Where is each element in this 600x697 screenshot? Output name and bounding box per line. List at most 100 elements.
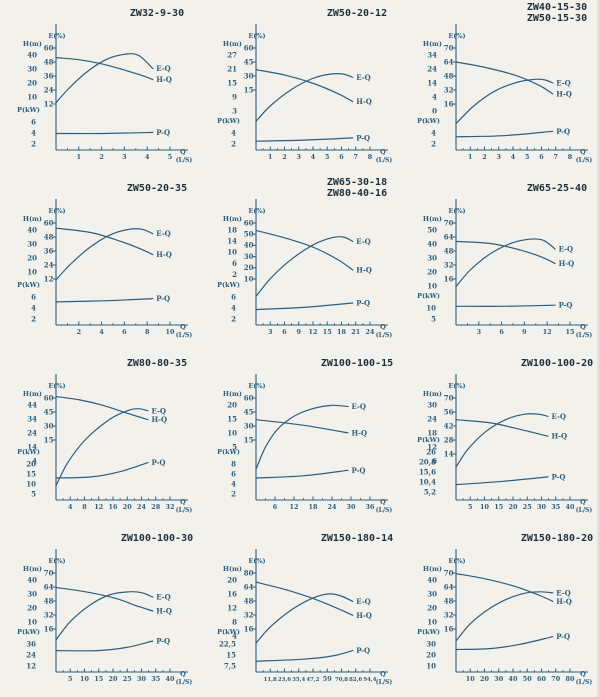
e-axis-label: E(%) (48, 207, 65, 215)
e-tick-label: 28 (444, 435, 454, 444)
x-tick-label: 11,8 (264, 677, 277, 683)
x-tick-label: 12 (94, 503, 103, 511)
chart-cell-zw65-30-18: ZW65-30-18 ZW80-40-16 E(%) 60 50 40 30 20 10 H(m)… (200, 175, 400, 350)
p-tick-label: 8 (231, 459, 236, 468)
x-tick-label: 8 (82, 503, 87, 511)
e-tick-label: 10 (244, 274, 254, 283)
h-tick-label: 14 (227, 237, 237, 246)
x-tick-label: 25 (523, 503, 532, 511)
p-tick-label: 5 (431, 314, 436, 323)
e-tick-label: 64 (444, 232, 454, 241)
e-tick-label: 30 (244, 252, 254, 261)
e-tick-label: 30 (44, 421, 54, 430)
chart-cell-zw50-20-35: ZW50-20-35 E(%) 60 48 36 24 12 H(m) 40 30 20 10 P(kW… (0, 175, 200, 350)
x-tick-label: 94,4 (363, 677, 376, 683)
x-tick-label: 5 (525, 153, 529, 161)
curve-label-e-q: E-Q (156, 229, 170, 238)
h-tick-label: 0 (432, 106, 437, 115)
x-tick-label: 1 (468, 153, 472, 161)
p-tick-label: 26 (426, 447, 436, 456)
x-tick-label: 6 (282, 328, 287, 336)
p-q-curve (255, 469, 349, 479)
x-tick-label: 4 (145, 153, 150, 161)
p-q-curve (55, 131, 154, 135)
h-tick-label: 18 (427, 428, 437, 437)
h-q-curve (255, 581, 354, 616)
x-tick-label: 15 (566, 328, 575, 336)
e-q-curve (255, 73, 354, 122)
curve-label-h-q: H-Q (156, 75, 172, 84)
e-tick-label: 60 (244, 43, 254, 52)
p-tick-label: 10 (26, 479, 36, 488)
x-tick-label: 3 (297, 153, 302, 161)
axis-lines (255, 374, 388, 501)
chart-title: ZW150-180-14 (321, 533, 393, 544)
h-tick-label: 4 (232, 631, 237, 640)
h-tick-label: 40 (27, 225, 37, 234)
e-tick-label: 16 (444, 99, 454, 108)
x-tick-label: 4 (68, 503, 73, 511)
p-q-curve (255, 302, 354, 311)
x-tick-label: 24 (328, 503, 337, 511)
h-tick-label: 30 (27, 239, 37, 248)
curve-label-h-q: H-Q (552, 432, 568, 441)
h-tick-label: 30 (427, 400, 437, 409)
e-tick-label: 60 (244, 393, 254, 402)
p-axis-label: P(kW) (217, 448, 240, 456)
h-tick-label: 30 (427, 253, 437, 262)
x-tick-label: 4 (511, 153, 516, 161)
x-tick-label: 3 (122, 153, 127, 161)
h-tick-label: 34 (27, 414, 37, 423)
x-tick-label: 20 (480, 675, 489, 683)
e-axis-label: E(%) (248, 207, 265, 215)
p-tick-label: 4 (231, 128, 236, 137)
e-tick-label: 45 (244, 57, 254, 66)
p-tick-label: 20 (426, 650, 436, 659)
e-tick-label: 60 (44, 43, 54, 52)
p-axis-label: P(kW) (17, 448, 40, 456)
e-axis-label: E(%) (48, 32, 65, 40)
p-tick-label: 10 (426, 303, 436, 312)
e-tick-label: 48 (244, 596, 254, 605)
x-tick-label: 6 (339, 153, 344, 161)
p-axis-label: P(kW) (417, 117, 440, 125)
curve-label-p-q: P-Q (152, 458, 166, 467)
flow-unit-label: (L/S) (376, 157, 393, 164)
x-tick-label: 15 (494, 503, 503, 511)
p-tick-label: 6 (231, 292, 236, 301)
p-tick-label: 20 (26, 459, 36, 468)
e-q-curve (455, 591, 554, 642)
e-tick-label: 48 (44, 596, 54, 605)
axis-lines (455, 24, 588, 151)
p-axis-label: P(kW) (217, 117, 240, 125)
e-tick-label: 15 (244, 85, 254, 94)
pump-curve-chart: ZW100-100-15 E(%) 60 45 30 15 H(m) 20 15 10 5P(kW)… (217, 358, 393, 514)
h-axis-label: H(m) (23, 565, 42, 573)
p-tick-label: 6 (231, 469, 236, 478)
x-tick-label: 5 (325, 153, 329, 161)
h-tick-label: 20 (27, 78, 37, 87)
curve-label-h-q: H-Q (356, 611, 372, 620)
h-axis-label: H(m) (223, 565, 242, 573)
chart-title: ZW40-15-30 (527, 2, 587, 13)
p-axis-label: P(kW) (17, 628, 40, 636)
h-tick-label: 9 (232, 92, 237, 101)
x-tick-label: 70,8 (335, 677, 348, 683)
h-axis-label: H(m) (223, 215, 242, 223)
curve-label-h-q: H-Q (356, 266, 372, 275)
e-tick-label: 12 (44, 99, 54, 108)
e-q-curve (455, 413, 549, 468)
chart-title: ZW100-100-30 (121, 533, 193, 544)
x-tick-label: 2 (99, 153, 103, 161)
q-axis-label: Q (580, 323, 586, 331)
axis-lines (255, 199, 388, 326)
x-tick-label: 30 (347, 503, 356, 511)
q-axis-label: Q (180, 148, 186, 156)
h-tick-label: 30 (27, 64, 37, 73)
e-q-curve (455, 78, 554, 125)
h-tick-label: 6 (232, 259, 237, 268)
e-tick-label: 60 (244, 218, 254, 227)
p-axis-label: P(kW) (217, 281, 240, 289)
x-tick-label: 23,6 (278, 677, 291, 683)
e-q-curve (55, 408, 149, 487)
